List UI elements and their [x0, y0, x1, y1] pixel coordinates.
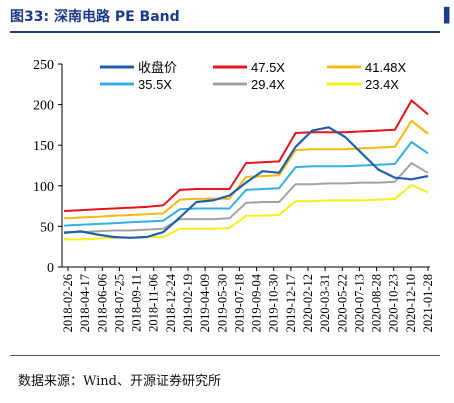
- chart-legend: 收盘价 47.5X 41.48X 35.5X 29.4X 23.4X: [100, 60, 407, 92]
- y-tick-label: 200: [33, 99, 54, 114]
- x-tick-label: 2018-12-24: [164, 273, 178, 332]
- series-layer: [63, 99, 429, 241]
- x-tick-label: 2019-04-09: [198, 274, 212, 332]
- chart-title: 图33: 深南电路 PE Band: [10, 9, 180, 25]
- x-tick-label: 2018-04-17: [78, 274, 92, 332]
- y-tick-label: 50: [40, 220, 54, 235]
- x-tick-label: 2019-09-04: [250, 273, 264, 332]
- legend-label: 29.4X: [251, 77, 285, 92]
- title-underline: [10, 31, 440, 33]
- series-line-29.4X: [64, 162, 429, 234]
- x-tick-label: 2018-02-26: [61, 274, 75, 332]
- series-line-收盘价: [63, 126, 429, 239]
- x-tick-label: 2019-12-17: [284, 274, 298, 332]
- x-tick-label: 2020-05-22: [335, 274, 349, 332]
- x-tick-label: 2020-02-12: [301, 274, 315, 332]
- x-tick-label: 2019-02-19: [181, 274, 195, 332]
- x-tick-label: 2018-11-06: [147, 274, 161, 332]
- page-edge-mark: ▌: [444, 8, 454, 24]
- legend-label: 收盘价: [138, 60, 177, 75]
- x-tick-label: 2020-12-10: [404, 274, 418, 332]
- x-tick-label: 2021-01-28: [421, 274, 435, 332]
- source-divider: [10, 355, 440, 356]
- legend-label: 47.5X: [251, 60, 285, 75]
- x-tick-label: 2020-10-23: [387, 274, 401, 332]
- source-note: 数据来源：Wind、开源证券研究所: [18, 374, 221, 389]
- series-line-41.48X: [63, 119, 429, 220]
- x-tick-label: 2020-08-28: [370, 274, 384, 332]
- legend-label: 35.5X: [138, 77, 172, 92]
- x-tick-label: 2020-07-13: [352, 274, 366, 332]
- y-tick-label: 250: [33, 58, 54, 73]
- x-tick-label: 2019-05-30: [215, 274, 229, 332]
- legend-label: 23.4X: [365, 77, 399, 92]
- x-tick-label: 2019-07-18: [232, 274, 246, 332]
- x-tick-label: 2018-09-11: [130, 274, 144, 332]
- y-tick-label: 150: [33, 139, 54, 154]
- x-tick-label: 2018-07-25: [112, 274, 126, 332]
- y-tick-label: 0: [47, 261, 54, 276]
- series-line-47.5X: [63, 99, 429, 212]
- x-tick-label: 2019-10-30: [267, 274, 281, 332]
- x-tick-label: 2020-03-31: [318, 274, 332, 332]
- x-tick-label: 2018-06-06: [95, 274, 109, 332]
- series-line-35.5X: [63, 141, 429, 227]
- legend-label: 41.48X: [365, 60, 407, 75]
- y-tick-label: 100: [33, 180, 54, 195]
